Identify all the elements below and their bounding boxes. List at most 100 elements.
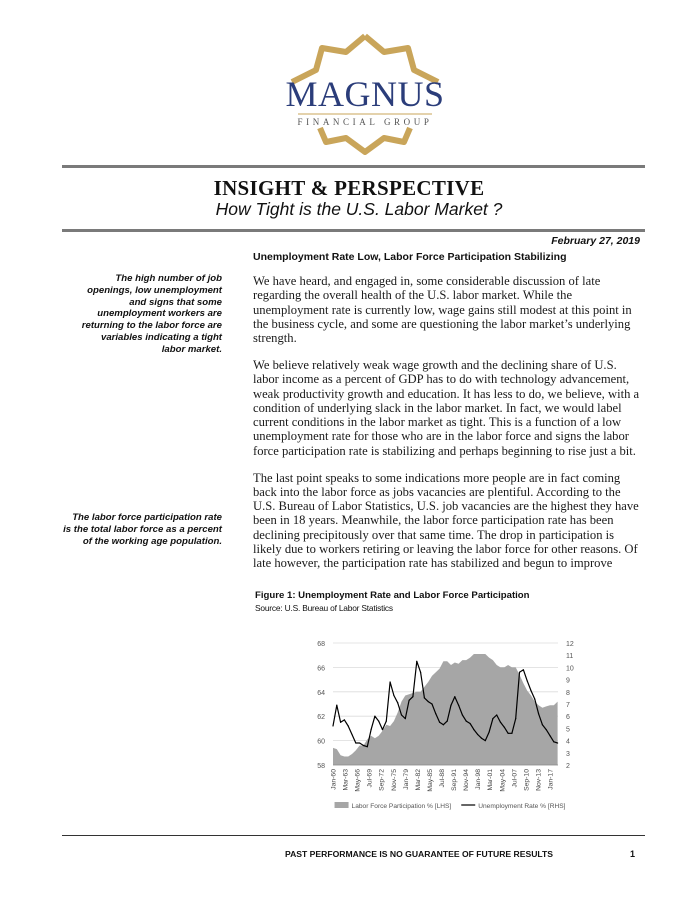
- paragraph: The last point speaks to some indication…: [253, 470, 639, 571]
- unemployment-point: [419, 671, 422, 673]
- unemployment-point: [412, 696, 414, 698]
- y-right-tick-label: 2: [566, 763, 570, 770]
- unemployment-point: [427, 700, 429, 703]
- unemployment-point: [435, 713, 437, 715]
- y-right-tick-label: 8: [566, 690, 570, 697]
- unemployment-point: [416, 660, 418, 662]
- unemployment-point: [366, 746, 368, 748]
- x-tick-label: Mar-82: [415, 769, 422, 791]
- unemployment-point: [378, 720, 380, 722]
- publication-date: February 27, 2019: [551, 235, 640, 247]
- unemployment-point: [511, 732, 513, 734]
- unemployment-point: [355, 742, 357, 744]
- unemployment-point: [446, 720, 448, 722]
- unemployment-point: [480, 737, 483, 739]
- unemployment-point: [530, 689, 532, 692]
- unemployment-point: [370, 729, 372, 731]
- unemployment-point: [484, 740, 486, 742]
- unemployment-point: [537, 713, 540, 715]
- footer-rule: [62, 835, 645, 836]
- unemployment-point: [347, 725, 349, 727]
- series-line-unemployment-rate: [332, 660, 558, 748]
- unemployment-point: [397, 702, 399, 704]
- y-left-tick-label: 62: [317, 714, 325, 721]
- unemployment-point: [515, 718, 517, 720]
- x-tick-label: Mar-01: [487, 769, 494, 791]
- unemployment-point: [461, 714, 464, 716]
- x-tick-label: Sep-72: [379, 769, 386, 791]
- unemployment-point: [492, 718, 494, 720]
- x-tick-label: May-04: [499, 769, 506, 792]
- unemployment-point: [408, 699, 410, 701]
- y-right-tick-label: 10: [566, 665, 574, 672]
- x-tick-label: Jan-60: [331, 769, 338, 790]
- y-left-tick-label: 60: [317, 739, 325, 746]
- unemployment-point: [526, 680, 528, 682]
- paragraph: We have heard, and engaged in, some cons…: [253, 274, 632, 346]
- x-tick-label: Sep-91: [451, 769, 458, 791]
- x-tick-label: Nov-94: [463, 769, 470, 791]
- legend-label: Unemployment Rate % [RHS]: [478, 803, 565, 810]
- y-left-tick-label: 58: [317, 763, 325, 770]
- unemployment-point: [553, 741, 555, 743]
- header-rule-bottom: [62, 229, 645, 232]
- unemployment-point: [404, 718, 406, 720]
- header-rule-top: [62, 165, 645, 168]
- footer-disclaimer: PAST PERFORMANCE IS NO GUARANTEE OF FUTU…: [285, 849, 554, 859]
- y-left-tick-label: 68: [317, 641, 325, 648]
- legend-label: Labor Force Participation % [LHS]: [352, 803, 452, 810]
- unemployment-point: [389, 681, 391, 683]
- document-subtitle: How Tight is the U.S. Labor Market ?: [215, 199, 503, 219]
- sidebar-note: The labor force participation rate is th…: [63, 512, 222, 547]
- y-right-tick-label: 5: [566, 726, 570, 733]
- unemployment-point: [423, 697, 425, 699]
- section-subheading: Unemployment Rate Low, Labor Force Parti…: [253, 251, 567, 263]
- unemployment-point: [507, 732, 509, 734]
- company-logo: MAGNUS FINANCIAL GROUP: [285, 33, 444, 155]
- unemployment-point: [549, 735, 551, 737]
- unemployment-point: [488, 731, 490, 733]
- figure-title: Figure 1: Unemployment Rate and Labor Fo…: [255, 590, 530, 601]
- chart: 58 60 62 64 66 68 2 3 4 5 6 7 8 9 10 11 12 Jan-60 Mar-63 Ma…: [317, 641, 574, 810]
- x-tick-label: Jan-98: [475, 769, 482, 790]
- unemployment-point: [332, 725, 334, 727]
- x-tick-label: Jul-69: [367, 769, 374, 788]
- unemployment-point: [381, 729, 384, 731]
- unemployment-point: [359, 742, 361, 744]
- logo-tagline: FINANCIAL GROUP: [298, 117, 433, 127]
- unemployment-point: [469, 722, 471, 725]
- x-tick-label: Sep-10: [523, 769, 530, 791]
- logo-name: MAGNUS: [285, 74, 444, 114]
- y-right-tick-label: 3: [566, 751, 570, 758]
- x-tick-label: Nov-13: [535, 769, 542, 791]
- unemployment-point: [450, 704, 452, 706]
- y-right-tick-label: 6: [566, 714, 570, 721]
- x-tick-label: May-66: [355, 769, 362, 792]
- legend-swatch-area: [334, 802, 349, 808]
- unemployment-point: [442, 724, 445, 726]
- unemployment-point: [518, 671, 521, 673]
- unemployment-point: [343, 719, 346, 721]
- x-tick-label: Jan-17: [548, 769, 555, 790]
- unemployment-point: [351, 733, 353, 736]
- unemployment-point: [545, 729, 547, 731]
- unemployment-point: [362, 744, 365, 747]
- sidebar-note: The high number of job openings, low une…: [81, 273, 222, 355]
- y-right-tick-label: 4: [566, 739, 570, 746]
- unemployment-point: [454, 696, 456, 698]
- figure-source: Source: U.S. Bureau of Labor Statistics: [255, 603, 393, 613]
- article-body: We have heard, and engaged in, some cons…: [253, 274, 645, 583]
- unemployment-point: [393, 694, 395, 697]
- unemployment-point: [496, 714, 498, 716]
- unemployment-point: [431, 703, 433, 705]
- unemployment-point: [499, 721, 502, 723]
- unemployment-point: [400, 714, 403, 716]
- unemployment-point: [473, 729, 475, 731]
- unemployment-point: [503, 726, 505, 728]
- logo-frame: [290, 33, 440, 85]
- x-tick-label: Jul-07: [511, 769, 518, 788]
- paragraph: We believe relatively weak wage growth a…: [253, 357, 640, 458]
- unemployment-point: [522, 669, 524, 671]
- unemployment-point: [557, 742, 559, 744]
- unemployment-point: [458, 704, 460, 706]
